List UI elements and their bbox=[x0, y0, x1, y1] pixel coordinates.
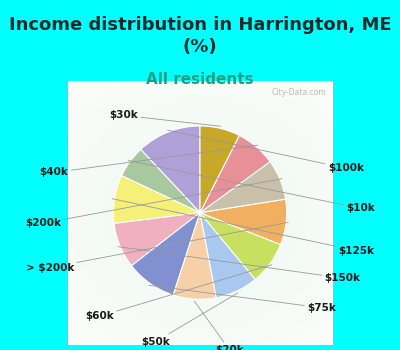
Text: $125k: $125k bbox=[112, 199, 374, 256]
Text: $30k: $30k bbox=[110, 110, 221, 126]
Wedge shape bbox=[200, 199, 287, 245]
Text: $75k: $75k bbox=[149, 285, 336, 313]
Wedge shape bbox=[200, 212, 280, 279]
Wedge shape bbox=[173, 212, 216, 299]
Wedge shape bbox=[200, 126, 239, 212]
Wedge shape bbox=[200, 212, 255, 298]
Wedge shape bbox=[132, 212, 200, 295]
Text: > $200k: > $200k bbox=[26, 222, 288, 273]
Text: $60k: $60k bbox=[85, 265, 272, 321]
Text: $100k: $100k bbox=[167, 130, 364, 173]
Wedge shape bbox=[113, 176, 200, 224]
Wedge shape bbox=[141, 126, 200, 212]
Text: $10k: $10k bbox=[128, 160, 375, 214]
Text: City-Data.com: City-Data.com bbox=[272, 89, 327, 97]
Text: $40k: $40k bbox=[40, 145, 258, 177]
Text: Income distribution in Harrington, ME
(%): Income distribution in Harrington, ME (%… bbox=[9, 16, 391, 56]
Wedge shape bbox=[122, 149, 200, 212]
Text: $200k: $200k bbox=[26, 178, 282, 228]
Text: $20k: $20k bbox=[194, 301, 244, 350]
Wedge shape bbox=[200, 162, 286, 212]
Wedge shape bbox=[200, 135, 270, 212]
Text: $50k: $50k bbox=[141, 293, 238, 346]
Text: $150k: $150k bbox=[118, 247, 361, 283]
Text: All residents: All residents bbox=[146, 72, 254, 87]
Wedge shape bbox=[114, 212, 200, 266]
